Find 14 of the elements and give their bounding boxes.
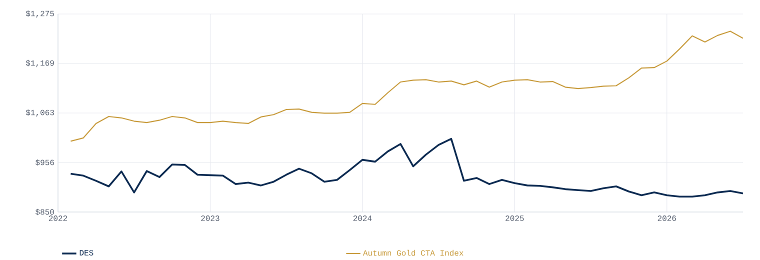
y-tick-label: $1,063	[26, 109, 54, 117]
y-tick-label: $850	[36, 208, 54, 216]
x-tick-label: 2025	[506, 216, 524, 221]
legend-label: Autumn Gold CTA Index	[362, 250, 464, 256]
x-tick-label: 2022	[48, 216, 68, 221]
y-tick-label: $1,275	[26, 10, 54, 18]
y-tick-label: $956	[36, 159, 54, 166]
line-series	[70, 138, 743, 198]
y-tick-label: $1,169	[26, 60, 54, 68]
line-series	[70, 30, 743, 142]
x-tick-label: 2024	[353, 216, 372, 221]
x-tick-label: 2026	[658, 216, 676, 221]
legend-label: DES	[80, 250, 94, 256]
x-tick-label: 2023	[201, 216, 220, 221]
